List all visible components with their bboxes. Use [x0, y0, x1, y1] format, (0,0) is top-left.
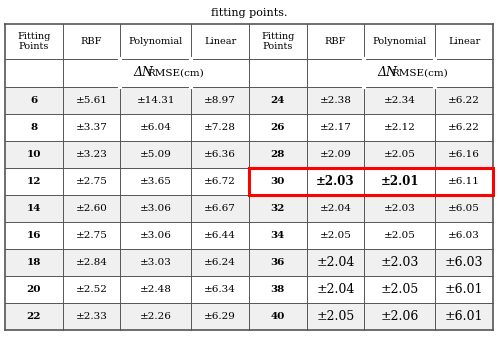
Text: ±3.06: ±3.06 [140, 204, 172, 213]
Text: ±6.05: ±6.05 [448, 204, 480, 213]
Text: ±2.17: ±2.17 [319, 123, 351, 132]
Text: Linear: Linear [204, 37, 237, 46]
Text: ±8.97: ±8.97 [204, 96, 236, 105]
Text: Polynomial: Polynomial [373, 37, 427, 46]
Text: ±2.38: ±2.38 [319, 96, 351, 105]
Text: ±2.33: ±2.33 [75, 312, 107, 321]
Text: ±2.05: ±2.05 [384, 150, 416, 159]
Text: ±6.34: ±6.34 [204, 285, 236, 294]
Text: ±7.28: ±7.28 [204, 123, 236, 132]
Bar [5, 222, 493, 249]
Text: ±2.03: ±2.03 [380, 256, 419, 269]
Text: ±6.67: ±6.67 [204, 204, 236, 213]
Text: ±6.11: ±6.11 [448, 177, 480, 186]
Text: ±2.52: ±2.52 [75, 285, 107, 294]
Text: ±2.04: ±2.04 [319, 204, 351, 213]
Text: ±6.24: ±6.24 [204, 258, 236, 267]
Text: 30: 30 [270, 177, 285, 186]
Text: ±6.22: ±6.22 [448, 96, 480, 105]
Bar [249, 168, 493, 195]
Text: 16: 16 [26, 231, 41, 240]
Text: 36: 36 [270, 258, 285, 267]
Text: Fitting
Points: Fitting Points [17, 32, 50, 51]
Text: ±3.03: ±3.03 [140, 258, 172, 267]
Text: ±2.03: ±2.03 [316, 175, 355, 188]
Text: 24: 24 [270, 96, 285, 105]
Text: ±6.29: ±6.29 [204, 312, 236, 321]
Text: ±2.60: ±2.60 [75, 204, 107, 213]
Text: ±2.03: ±2.03 [384, 204, 416, 213]
Text: ±2.75: ±2.75 [75, 177, 107, 186]
Text: ±5.61: ±5.61 [75, 96, 107, 105]
Text: ΔN: ΔN [377, 66, 397, 79]
Bar [5, 141, 493, 168]
Text: Linear: Linear [448, 37, 481, 46]
Text: ±2.04: ±2.04 [316, 283, 355, 296]
Text: ±3.23: ±3.23 [75, 150, 107, 159]
Text: RBF: RBF [81, 37, 102, 46]
Text: RMSE(cm): RMSE(cm) [147, 68, 204, 77]
Bar [5, 303, 493, 330]
Text: ±2.05: ±2.05 [319, 231, 351, 240]
Text: ±2.34: ±2.34 [384, 96, 416, 105]
Text: 32: 32 [270, 204, 285, 213]
Text: RBF: RBF [325, 37, 346, 46]
Text: 38: 38 [271, 285, 285, 294]
Bar [5, 249, 493, 276]
Text: ±6.36: ±6.36 [204, 150, 236, 159]
Text: ±2.48: ±2.48 [140, 285, 172, 294]
Bar [5, 87, 493, 114]
Bar [5, 276, 493, 303]
Text: ±2.05: ±2.05 [316, 310, 355, 323]
Text: ±6.03: ±6.03 [448, 231, 480, 240]
Bar [5, 168, 493, 195]
Text: 26: 26 [270, 123, 285, 132]
Text: 14: 14 [26, 204, 41, 213]
Text: ±2.04: ±2.04 [316, 256, 355, 269]
Text: ±2.09: ±2.09 [319, 150, 351, 159]
Text: RMSE(cm): RMSE(cm) [391, 68, 448, 77]
Text: 12: 12 [26, 177, 41, 186]
Text: 10: 10 [26, 150, 41, 159]
Text: ±5.09: ±5.09 [140, 150, 172, 159]
Text: ±6.03: ±6.03 [445, 256, 484, 269]
Text: ±2.05: ±2.05 [384, 231, 416, 240]
Text: ±2.06: ±2.06 [380, 310, 419, 323]
Text: ±14.31: ±14.31 [136, 96, 175, 105]
Text: 20: 20 [26, 285, 41, 294]
Text: fitting points.: fitting points. [211, 8, 287, 19]
Text: 8: 8 [30, 123, 37, 132]
Text: ±6.22: ±6.22 [448, 123, 480, 132]
Text: ±6.44: ±6.44 [204, 231, 236, 240]
Text: ±2.05: ±2.05 [380, 283, 419, 296]
Text: ±6.01: ±6.01 [445, 283, 484, 296]
Text: ±2.75: ±2.75 [75, 231, 107, 240]
Text: 6: 6 [30, 96, 37, 105]
Text: ±2.26: ±2.26 [140, 312, 172, 321]
Text: ±6.72: ±6.72 [204, 177, 236, 186]
Text: ±3.37: ±3.37 [75, 123, 107, 132]
Text: 34: 34 [271, 231, 285, 240]
Text: 28: 28 [270, 150, 285, 159]
Text: 18: 18 [26, 258, 41, 267]
Text: ±2.12: ±2.12 [384, 123, 416, 132]
Bar [5, 114, 493, 141]
Bar [5, 195, 493, 222]
Text: ±2.01: ±2.01 [380, 175, 419, 188]
Text: ±3.65: ±3.65 [140, 177, 172, 186]
Text: ±2.84: ±2.84 [75, 258, 107, 267]
Text: Fitting
Points: Fitting Points [261, 32, 294, 51]
Text: ±6.16: ±6.16 [448, 150, 480, 159]
Text: ±6.01: ±6.01 [445, 310, 484, 323]
Text: Polynomial: Polynomial [128, 37, 183, 46]
Text: ±3.06: ±3.06 [140, 231, 172, 240]
Text: ±6.04: ±6.04 [140, 123, 172, 132]
Text: 40: 40 [270, 312, 285, 321]
Text: 22: 22 [26, 312, 41, 321]
Text: ΔN: ΔN [133, 66, 153, 79]
